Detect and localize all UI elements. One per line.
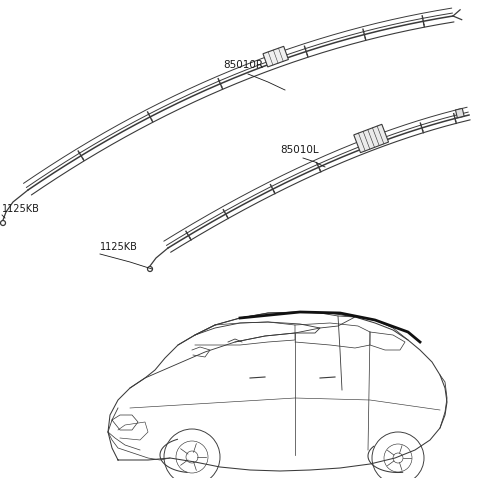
Polygon shape [263,46,288,67]
Text: 85010R: 85010R [223,60,263,70]
Text: 1125KB: 1125KB [100,242,138,252]
Text: 85010L: 85010L [280,145,319,155]
Polygon shape [354,124,388,152]
Text: 1125KB: 1125KB [2,204,40,214]
Polygon shape [456,109,464,118]
